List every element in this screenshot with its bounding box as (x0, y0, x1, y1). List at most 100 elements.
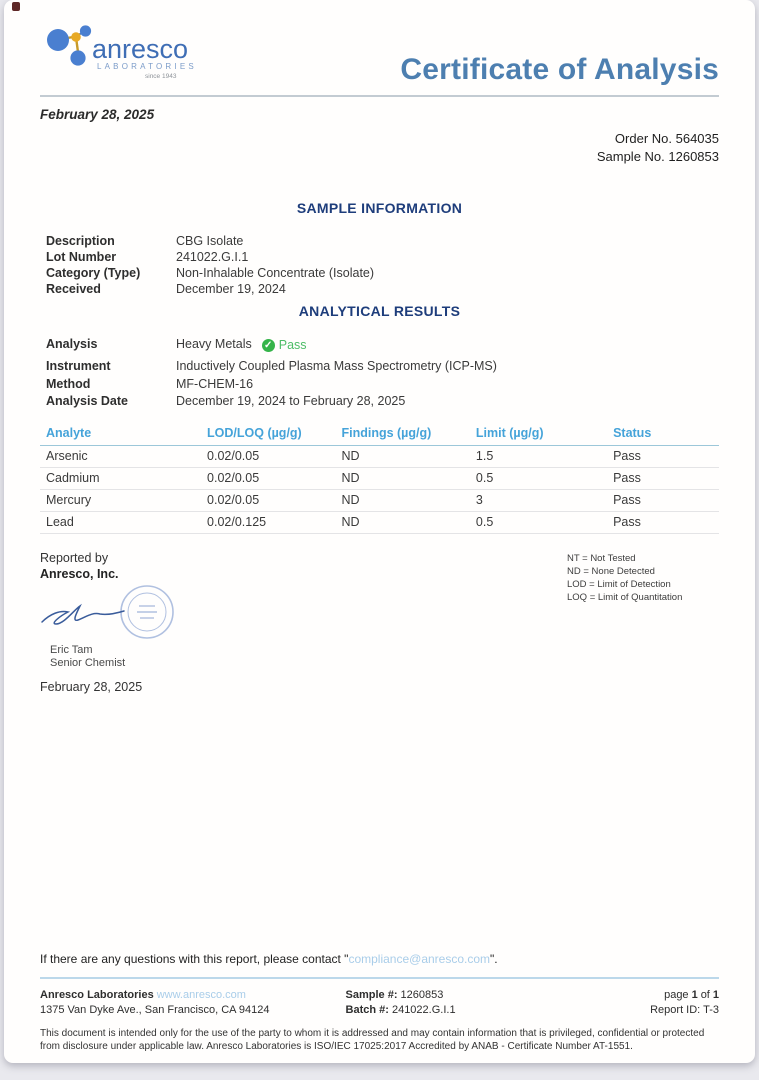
cell-analyte: Lead (40, 511, 208, 534)
cell-lodloq: 0.02/0.05 (207, 489, 342, 512)
cell-lodloq: 0.02/0.05 (207, 467, 342, 490)
sample-information-fields: Description CBG Isolate Lot Number 24102… (40, 233, 719, 297)
pass-check-icon: ✓ (261, 339, 275, 352)
anresco-logo-graphic: anresco LABORATORIES since 1943 (47, 25, 197, 80)
field-row: Analysis Heavy Metals ✓ Pass (46, 336, 719, 354)
logo-molecule-large-circle (47, 29, 69, 51)
logo-molecule-gold-circle (71, 32, 81, 42)
compliance-email-link[interactable]: compliance@anresco.com (348, 952, 491, 966)
page-indicator: page 1 of 1 (664, 989, 719, 1001)
results-table-header-row: Analyte LOD/LOQ (µg/g) Findings (µg/g) L… (40, 423, 719, 446)
field-label: Lot Number (46, 250, 117, 264)
logo-wordmark: anresco (92, 34, 188, 64)
header: anresco LABORATORIES since 1943 Certific… (40, 0, 719, 89)
logo-subtitle: LABORATORIES (97, 62, 197, 71)
legal-disclaimer: This document is intended only for the u… (40, 1028, 705, 1052)
report-id: Report ID: T-3 (650, 1004, 719, 1016)
field-label: Received (46, 282, 101, 296)
footer-website-link[interactable]: www.anresco.com (156, 989, 246, 1001)
column-header-analyte: Analyte (40, 423, 208, 446)
column-header-status: Status (613, 423, 719, 446)
cell-status: Pass (613, 489, 719, 512)
logo-molecule-top-circle (79, 25, 92, 37)
field-value: Heavy Metals ✓ Pass (176, 336, 307, 354)
table-row: Arsenic 0.02/0.05 ND 1.5 Pass (40, 445, 719, 468)
field-label: Instrument (46, 359, 111, 374)
signature-block: Reported by Anresco, Inc. Eric (40, 550, 210, 694)
reporting-company: Anresco, Inc. (40, 566, 119, 581)
column-header-limit: Limit (µg/g) (475, 423, 614, 446)
legend-line: NT = Not Tested (567, 552, 636, 564)
field-row: Method MF-CHEM-16 (46, 376, 719, 394)
sample-number: Sample No. 1260853 (596, 149, 719, 164)
page-title: Certificate of Analysis (400, 53, 719, 86)
footer-divider (40, 977, 719, 979)
abbreviation-legend: NT = Not Tested ND = None Detected LOD =… (567, 550, 719, 694)
sample-information-heading: SAMPLE INFORMATION (296, 200, 463, 216)
legend-line: LOQ = Limit of Quantitation (567, 591, 683, 603)
results-table: Analyte LOD/LOQ (µg/g) Findings (µg/g) L… (40, 423, 719, 534)
footer-sample-value: 1260853 (400, 989, 444, 1001)
cell-findings: ND (341, 467, 476, 490)
contact-text-suffix: ". (490, 952, 498, 966)
chemist-role: Senior Chemist (50, 657, 126, 670)
field-row: Analysis Date December 19, 2024 to Febru… (46, 393, 719, 411)
column-header-lodloq: LOD/LOQ (µg/g) (207, 423, 342, 446)
cell-findings: ND (341, 445, 476, 468)
field-value: MF-CHEM-16 (176, 376, 254, 391)
analytical-results-heading: ANALYTICAL RESULTS (298, 303, 461, 319)
field-row: Lot Number 241022.G.I.1 (46, 249, 719, 265)
footer-address: 1375 Van Dyke Ave., San Francisco, CA 94… (40, 1004, 270, 1016)
cell-lodloq: 0.02/0.125 (207, 511, 342, 534)
analytical-results-fields: Analysis Heavy Metals ✓ Pass Instrument In… (40, 336, 719, 411)
field-value: December 19, 2024 to February 28, 2025 (176, 394, 406, 409)
header-divider (40, 95, 719, 97)
cell-findings: ND (341, 511, 476, 534)
field-label: Analysis (46, 337, 98, 351)
footer-company-name: Anresco Laboratories (40, 989, 154, 1001)
signature-graphic (40, 584, 210, 644)
scan-artifact (12, 2, 20, 11)
cell-lodloq: 0.02/0.05 (207, 445, 342, 468)
footer-sample-block: Sample #: 1260853 Batch #: 241022.G.I.1 (346, 988, 563, 1018)
report-date: February 28, 2025 (40, 107, 155, 122)
contact-text: If there are any questions with this rep… (40, 952, 349, 966)
footer-page-block: page 1 of 1 Report ID: T-3 (650, 988, 719, 1018)
field-value: Inductively Coupled Plasma Mass Spectrom… (176, 359, 497, 374)
table-row: Lead 0.02/0.125 ND 0.5 Pass (40, 511, 719, 534)
field-label: Analysis Date (46, 394, 128, 409)
cell-status: Pass (613, 511, 719, 534)
legend-line: LOD = Limit of Detection (567, 578, 671, 590)
cell-limit: 1.5 (475, 445, 614, 468)
cell-findings: ND (341, 489, 476, 512)
page-footer: If there are any questions with this rep… (40, 952, 719, 1053)
logo-tagline: since 1943 (145, 73, 177, 80)
column-header-findings: Findings (µg/g) (341, 423, 476, 446)
table-row: Mercury 0.02/0.05 ND 3 Pass (40, 489, 719, 512)
field-row: Instrument Inductively Coupled Plasma Ma… (46, 358, 719, 376)
pass-badge-label: Pass (278, 337, 307, 352)
contact-line: If there are any questions with this rep… (40, 952, 719, 966)
logo-molecule-bottom-circle (70, 50, 86, 66)
signature-date: February 28, 2025 (40, 679, 143, 694)
field-row: Description CBG Isolate (46, 233, 719, 249)
table-row: Cadmium 0.02/0.05 ND 0.5 Pass (40, 467, 719, 490)
field-value: December 19, 2024 (176, 282, 286, 296)
field-row: Category (Type) Non-Inhalable Concentrat… (46, 265, 719, 281)
chemist-name: Eric Tam (50, 643, 93, 656)
footer-batch-value: 241022.G.I.1 (391, 1004, 456, 1016)
lab-stamp-icon (120, 584, 174, 639)
field-value: Non-Inhalable Concentrate (Isolate) (176, 266, 375, 280)
certificate-page: anresco LABORATORIES since 1943 Certific… (4, 0, 755, 1063)
cell-status: Pass (613, 467, 719, 490)
field-label: Category (Type) (46, 266, 141, 280)
cell-limit: 0.5 (475, 467, 614, 490)
analysis-name: Heavy Metals (176, 337, 252, 351)
order-info: Order No. 564035 Sample No. 1260853 (40, 130, 719, 166)
cell-analyte: Cadmium (40, 467, 208, 490)
footer-company-block: Anresco Laboratories www.anresco.com 1375… (40, 988, 346, 1018)
pass-badge: ✓ Pass (261, 337, 307, 355)
field-label: Method (46, 376, 91, 391)
cell-analyte: Mercury (40, 489, 208, 512)
cell-analyte: Arsenic (40, 445, 208, 468)
